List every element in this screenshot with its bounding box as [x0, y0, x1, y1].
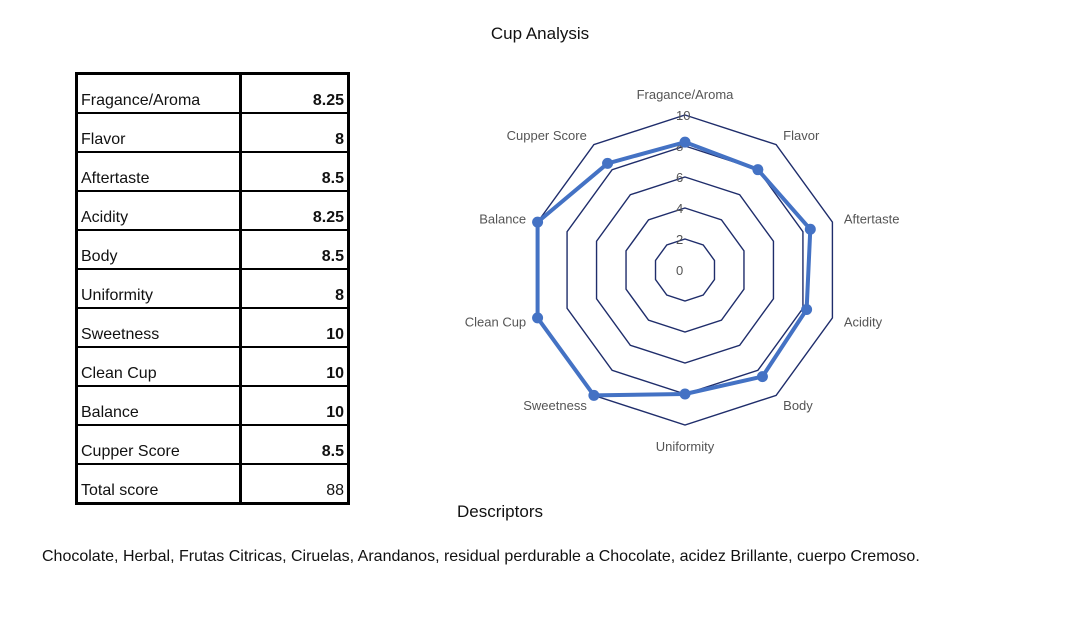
table-row: Fragance/Aroma 8.25 [76, 73, 349, 114]
score-value: 8.5 [240, 230, 349, 270]
data-point [602, 157, 614, 169]
score-value: 8 [240, 113, 349, 153]
table-row: Uniformity 8 [76, 269, 349, 309]
score-value: 8.5 [240, 425, 349, 465]
table-row: Cupper Score 8.5 [76, 425, 349, 465]
tick-label: 8 [676, 139, 683, 154]
grid-ring [595, 176, 775, 364]
category-label: Aftertaste [844, 211, 900, 226]
score-label: Uniformity [76, 269, 242, 309]
category-label: Cupper Score [507, 128, 587, 143]
total-score-value: 88 [326, 482, 344, 499]
score-value: 8.5 [240, 152, 349, 192]
table-row: Sweetness 10 [76, 308, 349, 348]
category-label: Flavor [783, 128, 820, 143]
category-label: Uniformity [656, 439, 715, 454]
data-point [756, 371, 768, 383]
score-label: Flavor [76, 113, 242, 153]
data-point [588, 389, 600, 401]
category-label: Acidity [844, 315, 883, 330]
score-label: Cupper Score [76, 425, 242, 465]
score-value: 10 [240, 347, 349, 387]
data-point [532, 216, 544, 228]
data-point [801, 304, 813, 316]
score-value: 8 [240, 269, 349, 309]
data-point [679, 388, 691, 400]
chart-title: Cup Analysis [490, 24, 590, 43]
tick-label: 4 [676, 201, 683, 216]
score-label: Clean Cup [76, 347, 242, 387]
data-point [679, 136, 691, 148]
grid-ring [625, 207, 745, 333]
grid-ring [536, 114, 834, 426]
category-label: Sweetness [523, 398, 587, 413]
score-label: Acidity [76, 191, 242, 231]
score-value: 8.25 [240, 73, 349, 114]
data-point [804, 223, 816, 235]
category-label: Fragance/Aroma [637, 87, 735, 102]
table-row: Body 8.5 [76, 230, 349, 270]
tick-label: 0 [676, 263, 683, 278]
descriptors-text: Chocolate, Herbal, Frutas Citricas, Ciru… [42, 548, 920, 565]
score-label: Body [76, 230, 242, 270]
table-row: Acidity 8.25 [76, 191, 349, 231]
table-row-total: Total score 88 [76, 464, 349, 504]
tick-label: 2 [676, 232, 683, 247]
score-table: Fragance/Aroma 8.25 Flavor 8 Aftertaste 8.5… [75, 72, 350, 505]
category-label: Clean Cup [465, 315, 526, 330]
grid-ring [654, 238, 716, 302]
descriptors-title: Descriptors [457, 502, 543, 521]
score-value: 10 [240, 308, 349, 348]
table-row: Clean Cup 10 [76, 347, 349, 387]
table-row: Aftertaste 8.5 [76, 152, 349, 192]
radar-chart: 0 2 4 6 8 10 Fragance/Aroma Flavor Aftertaste Aci… [465, 87, 900, 454]
tick-label: 10 [676, 108, 690, 123]
score-value: 10 [240, 386, 349, 426]
score-label: Aftertaste [76, 152, 242, 192]
score-label: Sweetness [76, 308, 242, 348]
score-label: Fragance/Aroma [76, 73, 242, 114]
total-score-label: Total score [76, 464, 242, 504]
score-value: 8.25 [240, 191, 349, 231]
table-row: Balance 10 [76, 386, 349, 426]
score-label: Balance [76, 386, 242, 426]
category-label: Body [783, 398, 813, 413]
category-label: Balance [479, 211, 526, 226]
data-point [532, 312, 544, 324]
tick-label: 6 [676, 170, 683, 185]
table-row: Flavor 8 [76, 113, 349, 153]
data-point [752, 164, 764, 176]
